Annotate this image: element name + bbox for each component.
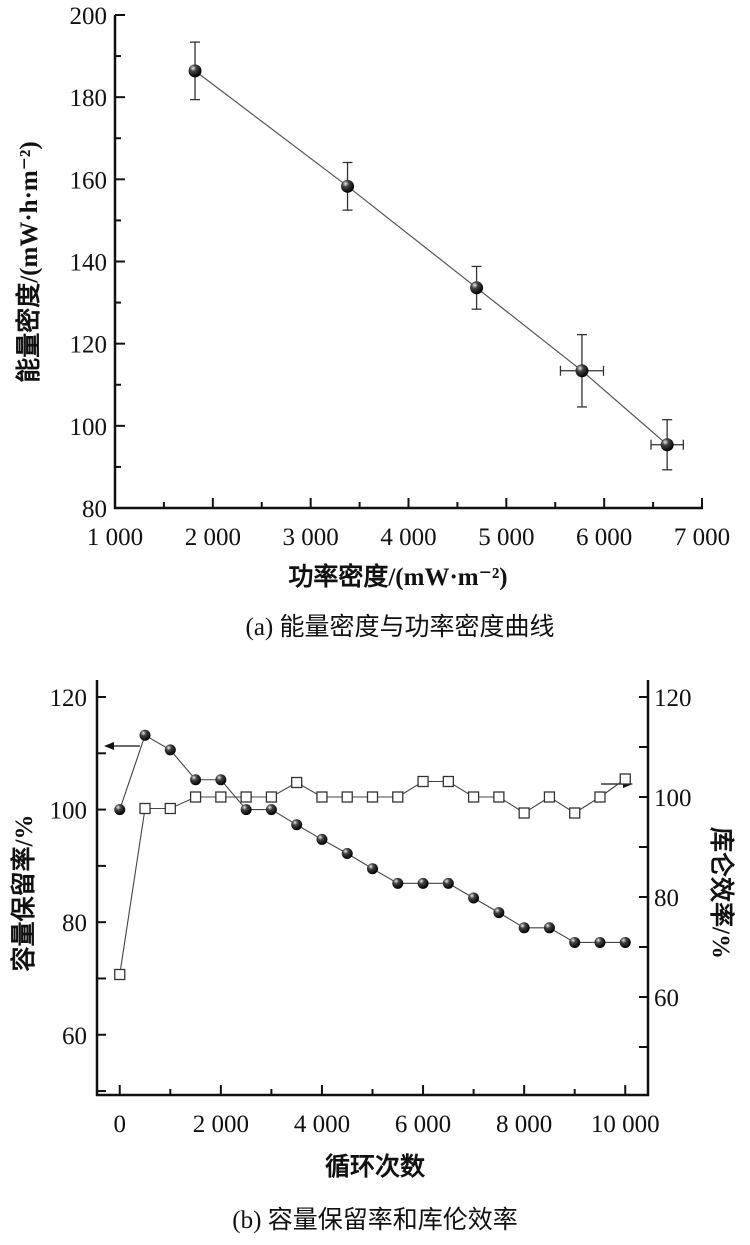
x-axis-label: 功率密度/(mW·m⁻²) [288,562,507,591]
y-tick-label: 80 [82,496,107,523]
data-point [660,438,674,452]
y-tick-label-right: 100 [654,785,692,812]
x-tick-label: 1 000 [87,524,143,551]
x-tick-label: 7 000 [674,524,730,551]
x-tick-label: 6 000 [395,1111,451,1138]
data-point-circle [543,922,555,934]
data-point-square [569,807,581,819]
data-point-circle [291,819,303,831]
arrow-head-left [104,742,114,750]
data-point-square [139,802,151,815]
data-point-square [265,791,278,803]
data-point-square [594,791,606,803]
data-point [341,179,355,193]
data-point-circle [114,804,126,816]
x-tick-label: 5 000 [478,524,534,551]
data-point-circle [518,922,530,934]
y-tick-label: 180 [70,85,108,112]
caption-b: (b) 容量保留率和库伦效率 [232,1206,517,1234]
data-point-circle [341,847,353,859]
data-point-circle [417,877,429,889]
x-axis-label: 循环次数 [325,1152,426,1181]
data-point [188,64,202,78]
y-tick-label: 200 [70,3,108,30]
data-point-square [114,968,126,981]
series-line [194,70,668,446]
x-tick-label: 3 000 [283,524,339,551]
data-point-circle [569,936,581,948]
y-tick-label-left: 80 [62,910,87,937]
data-point-circle [367,863,378,875]
y-tick-label-right: 80 [654,885,679,912]
data-point-square [316,791,328,803]
chart-a: 80 100 120 140 160 180 200 1 000 2 000 3 000 4 000… [14,3,730,641]
series-line-coulombic [119,778,626,975]
data-point-square [518,807,530,819]
data-point-square [467,791,480,803]
data-point [470,281,484,295]
y-axis-label-right: 库仑效率/% [707,827,736,959]
data-point-square [493,791,505,803]
data-point-circle [468,892,480,904]
y-tick-label-right: 60 [654,985,679,1012]
x-tick-label: 6 000 [576,524,632,551]
data-point [575,364,589,378]
data-point-circle [139,729,151,741]
data-point-circle [164,744,176,756]
y-axis-label-left: 容量保留率/% [9,815,38,972]
data-point-circle [392,877,404,889]
data-point-square [341,791,353,803]
data-point-square [215,791,227,803]
data-point-square [189,791,202,803]
data-point-circle [190,774,202,786]
x-tick-label: 2 000 [193,1111,249,1138]
y-tick-label-right: 120 [654,685,692,712]
series-line-capacity [119,734,626,943]
data-point-square [291,776,303,789]
data-point-square [366,791,379,803]
data-point-circle [594,936,606,948]
y-tick-label: 100 [70,414,108,441]
data-point-square [417,775,429,788]
data-point-square [442,775,454,788]
data-point-circle [240,804,252,816]
y-axis-label: 能量密度/(mW·h·m⁻²) [14,141,43,383]
x-tick-label: 4 000 [294,1111,350,1138]
x-tick-label: 10 000 [591,1111,660,1138]
y-tick-label-left: 100 [50,798,88,825]
data-point-circle [619,936,631,948]
data-point-square [543,791,556,803]
data-point-circle [442,877,454,889]
y-tick-label: 120 [70,332,108,359]
data-point-square [240,791,252,803]
chart-b: 60 80 100 120 60 80 100 120 0 2 000 4 000 6 000 8 00… [9,680,736,1234]
data-point-circle [316,833,328,845]
data-point-circle [265,804,277,816]
data-point-square [164,802,176,815]
y-tick-label-left: 60 [62,1023,87,1050]
x-tick-label: 4 000 [380,524,436,551]
data-point-square [619,773,631,785]
x-tick-label: 0 [113,1111,126,1138]
y-tick-label: 160 [70,167,108,194]
x-tick-label: 8 000 [496,1111,552,1138]
x-tick-label: 2 000 [185,524,241,551]
y-tick-label: 140 [70,250,108,277]
data-point-circle [215,774,227,786]
data-point-circle [493,907,505,919]
caption-a: (a) 能量密度与功率密度曲线 [246,613,555,641]
data-point-square [392,791,404,803]
y-tick-label-left: 120 [50,685,88,712]
